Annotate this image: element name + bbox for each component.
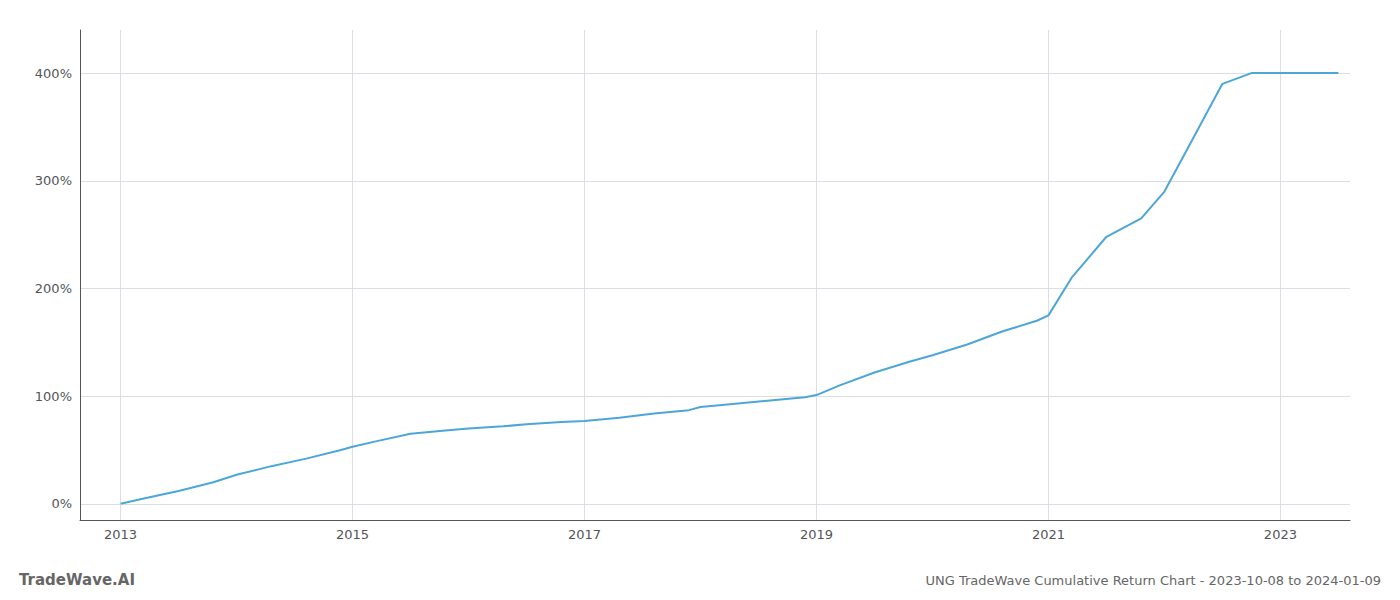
svg-text:200%: 200%	[35, 281, 72, 296]
svg-text:0%: 0%	[51, 496, 72, 511]
svg-text:UNG TradeWave Cumulative Retur: UNG TradeWave Cumulative Return Chart - …	[925, 573, 1381, 588]
svg-text:2023: 2023	[1264, 527, 1297, 542]
svg-text:2021: 2021	[1032, 527, 1065, 542]
svg-text:300%: 300%	[35, 173, 72, 188]
svg-text:2015: 2015	[336, 527, 369, 542]
svg-text:400%: 400%	[35, 66, 72, 81]
svg-text:2019: 2019	[800, 527, 833, 542]
svg-text:100%: 100%	[35, 389, 72, 404]
svg-text:2017: 2017	[568, 527, 601, 542]
svg-text:2013: 2013	[104, 527, 137, 542]
svg-text:TradeWave.AI: TradeWave.AI	[19, 571, 135, 589]
